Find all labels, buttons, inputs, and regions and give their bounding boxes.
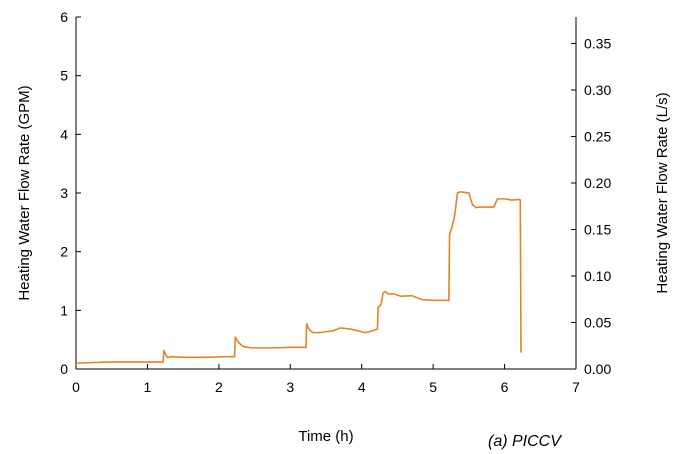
x-tick-label: 7 xyxy=(572,379,580,395)
y-axis-title: Heating Water Flow Rate (GPM) xyxy=(16,85,33,300)
series-line xyxy=(75,191,522,364)
y2-tick-label: 0.35 xyxy=(584,36,611,52)
x-tick-label: 3 xyxy=(286,379,294,395)
y2-tick-label: 0.05 xyxy=(584,315,611,331)
y2-tick-label: 0.25 xyxy=(584,129,611,145)
y2-tick-label: 0.20 xyxy=(584,175,611,191)
y-tick-label: 1 xyxy=(60,302,68,318)
figure-caption: (a) PICCV xyxy=(488,433,562,450)
y2-tick-label: 0.15 xyxy=(584,222,611,238)
y2-axis-title: Heating Water Flow Rate (L/s) xyxy=(654,92,671,293)
y-tick-label: 3 xyxy=(60,185,68,201)
x-tick-label: 1 xyxy=(144,379,152,395)
y-tick-label: 6 xyxy=(60,9,68,25)
x-tick-label: 5 xyxy=(429,379,437,395)
x-axis-ticks: 0 1 2 3 4 5 6 7 xyxy=(72,364,580,395)
y-tick-label: 0 xyxy=(60,361,68,377)
y-tick-label: 5 xyxy=(60,68,68,84)
x-tick-label: 4 xyxy=(358,379,366,395)
x-tick-label: 0 xyxy=(72,379,80,395)
y-tick-label: 2 xyxy=(60,244,68,260)
y-tick-label: 4 xyxy=(60,126,68,142)
y2-tick-label: 0.30 xyxy=(584,82,611,98)
y-axis-ticks: 0 1 2 3 4 5 6 xyxy=(60,9,81,377)
x-axis-title: Time (h) xyxy=(298,428,353,445)
y2-tick-label: 0.10 xyxy=(584,268,611,284)
y2-tick-label: 0.00 xyxy=(584,361,611,377)
y2-axis-ticks: 0.00 0.05 0.10 0.15 0.20 0.25 0.30 0.35 xyxy=(571,36,611,377)
x-tick-label: 6 xyxy=(501,379,509,395)
x-tick-label: 2 xyxy=(215,379,223,395)
